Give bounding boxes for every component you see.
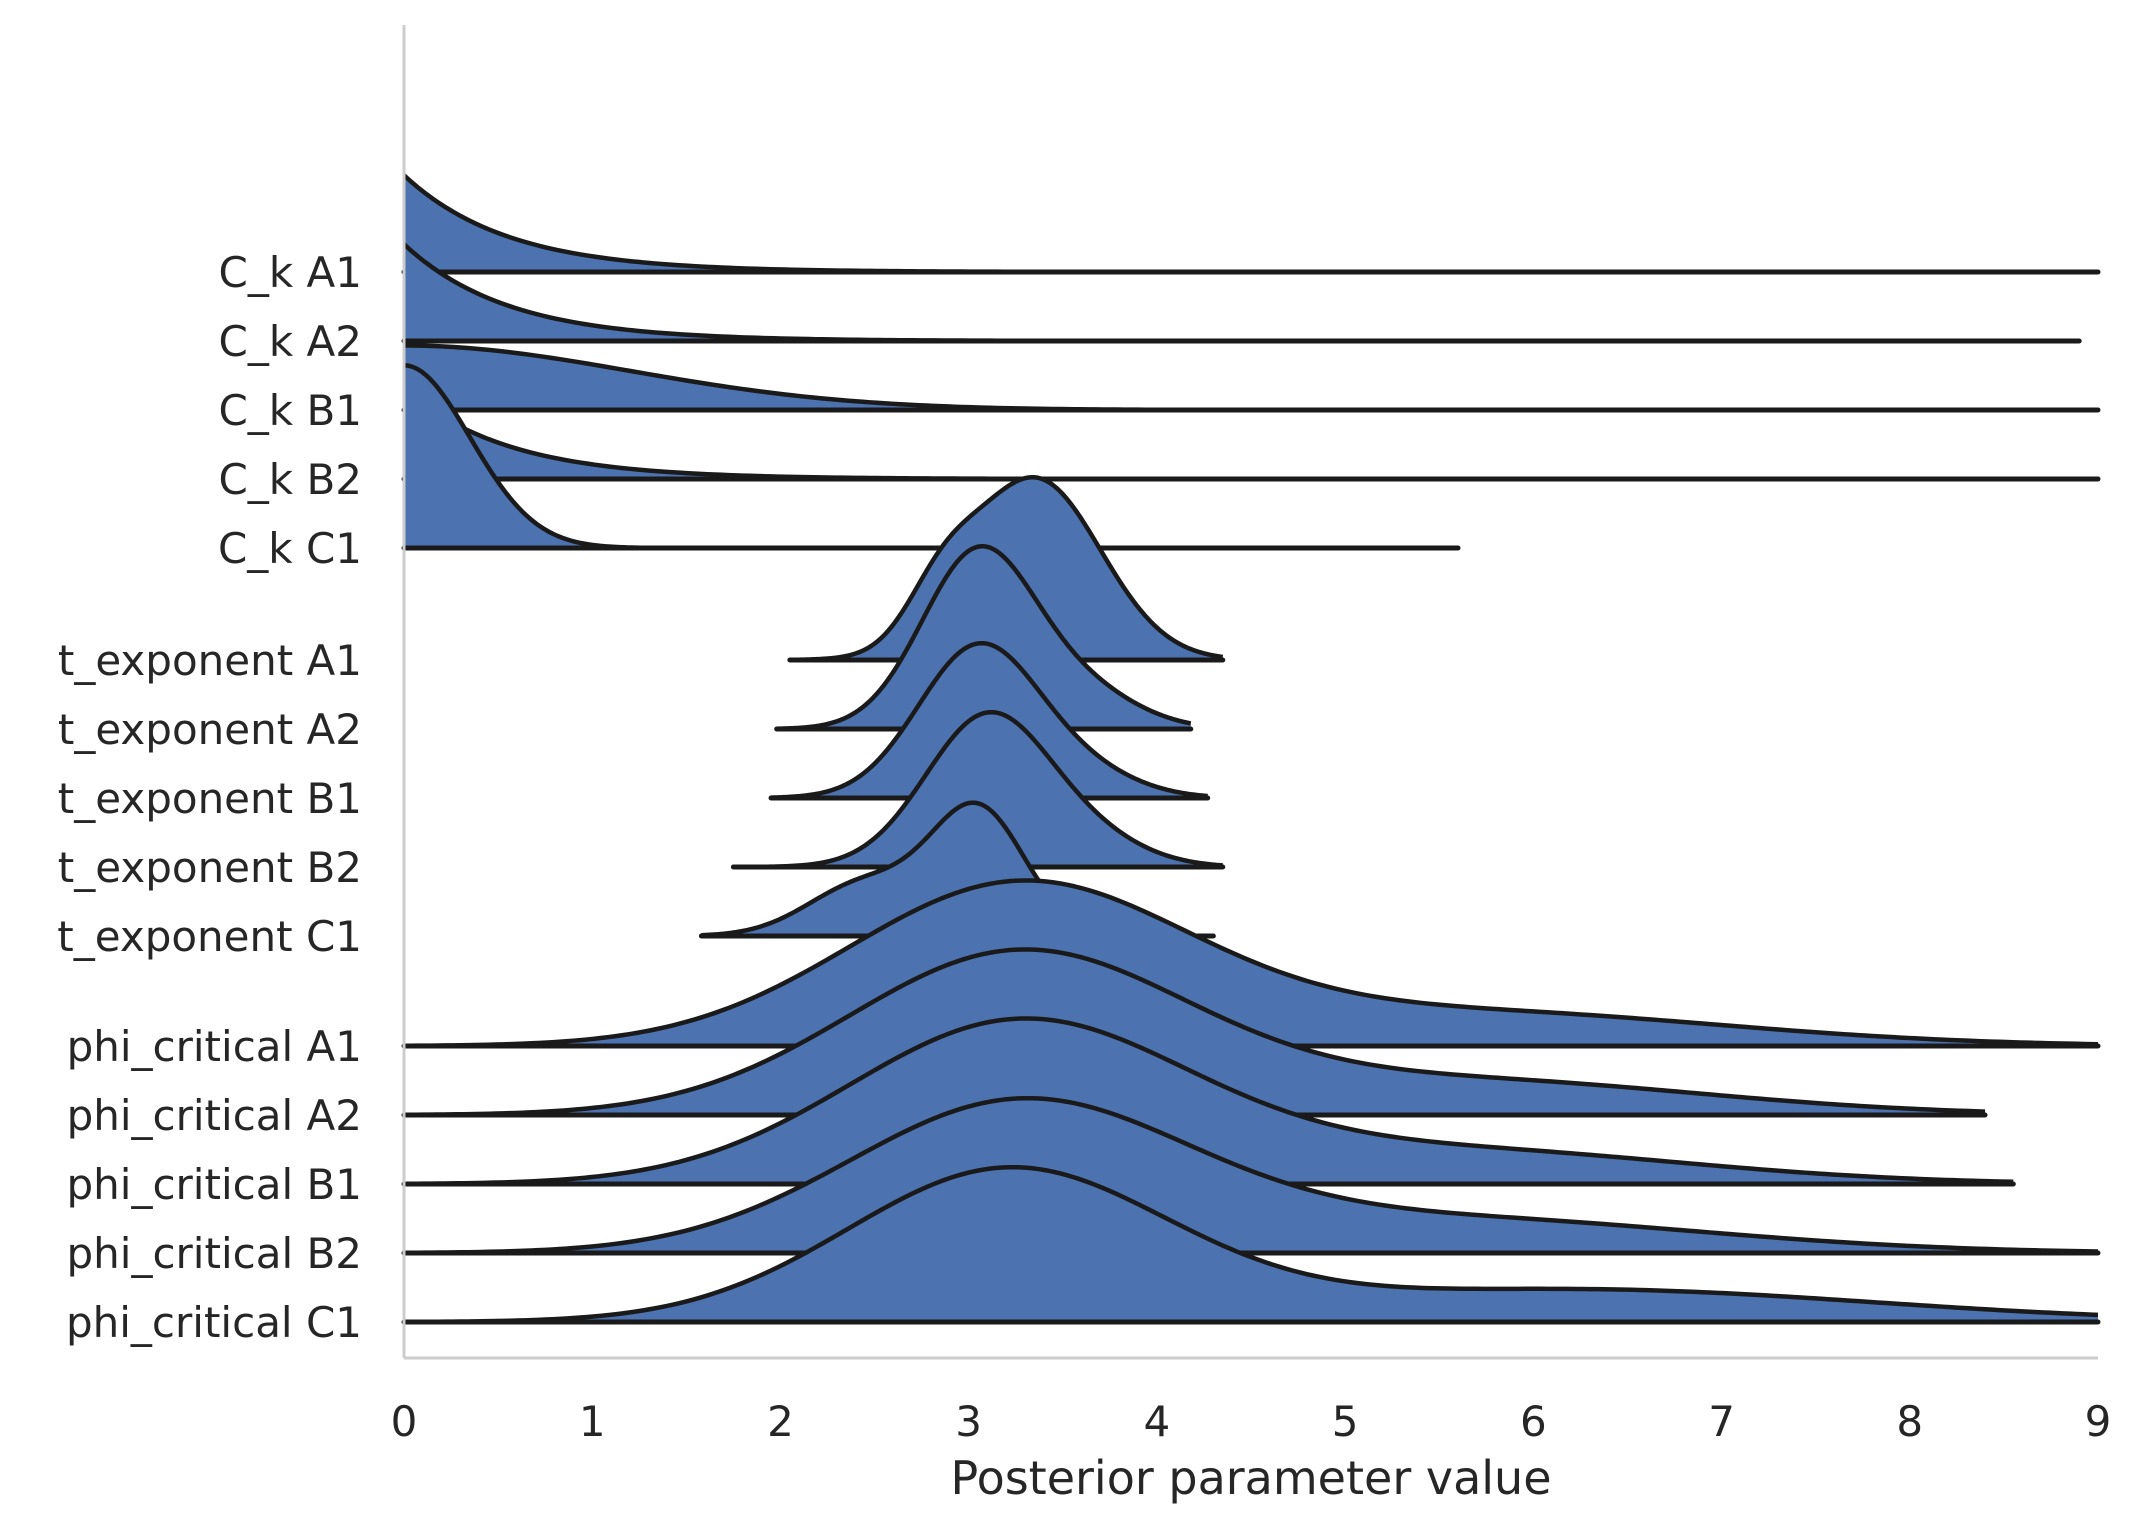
ridge-c-k-b1 [401,343,2101,413]
ridge-phi-critical-b2 [401,1095,2101,1256]
x-axis-title: Posterior parameter value [950,1451,1551,1505]
x-tick-label: 5 [1332,1397,1359,1446]
ridge-outline-phi-critical-b2 [403,1095,2099,1256]
ridge-area-phi-critical-a2 [404,949,1986,1115]
x-tick-label: 9 [2085,1397,2112,1446]
ridge-outline-phi-critical-a2 [403,947,1986,1118]
ridge-c-k-a2 [401,242,2082,344]
category-label: phi_critical B2 [67,1229,363,1278]
ridge-c-k-c1 [401,363,1461,551]
category-labels: C_k A1 C_k A2 C_k B1 C_k B2 C_k C1 t_exponent… [57,248,362,1347]
ridge-phi-critical-c1 [401,1164,2101,1325]
x-tick-label: 8 [1896,1397,1923,1446]
category-label: t_exponent A2 [58,705,362,754]
ridge-c-k-b2 [401,386,2101,482]
category-label: phi_critical B1 [67,1160,363,1209]
x-tick-label: 0 [391,1397,418,1446]
category-label: C_k B1 [218,386,362,435]
ridge-area-t-exponent-a2 [776,546,1191,729]
ridge-c-k-a1 [401,173,2101,275]
ridge-area-phi-critical-b2 [404,1098,2098,1253]
category-label: phi_critical A2 [67,1091,362,1140]
ridge-phi-critical-a1 [401,878,2101,1049]
ridge-outline-c-k-a1 [402,173,2098,275]
ridge-area-c-k-b2 [404,388,2098,479]
ridge-area-t-exponent-c1 [701,802,1214,936]
ridge-outline-t-exponent-b2 [733,709,1223,870]
axes-layer [402,25,2098,1360]
ridge-outline-t-exponent-b1 [770,640,1209,800]
ridge-area-c-k-a1 [404,175,2098,272]
ridge-area-phi-critical-c1 [404,1167,2098,1322]
x-tick-label: 1 [579,1397,606,1446]
ridge-outline-c-k-a2 [402,242,2080,344]
ridge-area-c-k-a2 [404,244,2080,341]
category-label: C_k B2 [218,455,362,504]
category-label: C_k A2 [219,317,362,366]
category-label: t_exponent B1 [58,774,362,823]
x-tick-label: 7 [1708,1397,1735,1446]
ridge-area-c-k-c1 [404,365,1459,548]
x-tick-labels: 0 1 2 3 4 5 6 7 8 9 [391,1397,2112,1446]
category-label: phi_critical A1 [67,1022,362,1071]
category-label: C_k A1 [219,248,362,297]
x-tick-label: 3 [955,1397,982,1446]
category-label: C_k C1 [218,524,362,573]
ridge-outline-phi-critical-c1 [403,1164,2099,1325]
x-tick-label: 6 [1520,1397,1547,1446]
category-label: t_exponent B2 [58,843,362,892]
category-label: t_exponent C1 [57,912,362,961]
category-label: t_exponent A1 [58,636,362,685]
ridge-outline-t-exponent-a1 [789,475,1224,663]
ridges-layer [401,173,2101,1325]
ridge-outline-phi-critical-a1 [403,878,2099,1049]
ridge-area-c-k-b1 [404,345,2098,410]
ridge-outline-t-exponent-a2 [776,544,1192,731]
x-tick-label: 2 [767,1397,794,1446]
x-tick-label: 4 [1144,1397,1171,1446]
ridge-area-phi-critical-b1 [404,1018,2014,1184]
ridge-outline-phi-critical-b1 [403,1016,2014,1187]
category-label: phi_critical C1 [66,1298,362,1347]
ridge-area-t-exponent-b2 [733,712,1223,867]
